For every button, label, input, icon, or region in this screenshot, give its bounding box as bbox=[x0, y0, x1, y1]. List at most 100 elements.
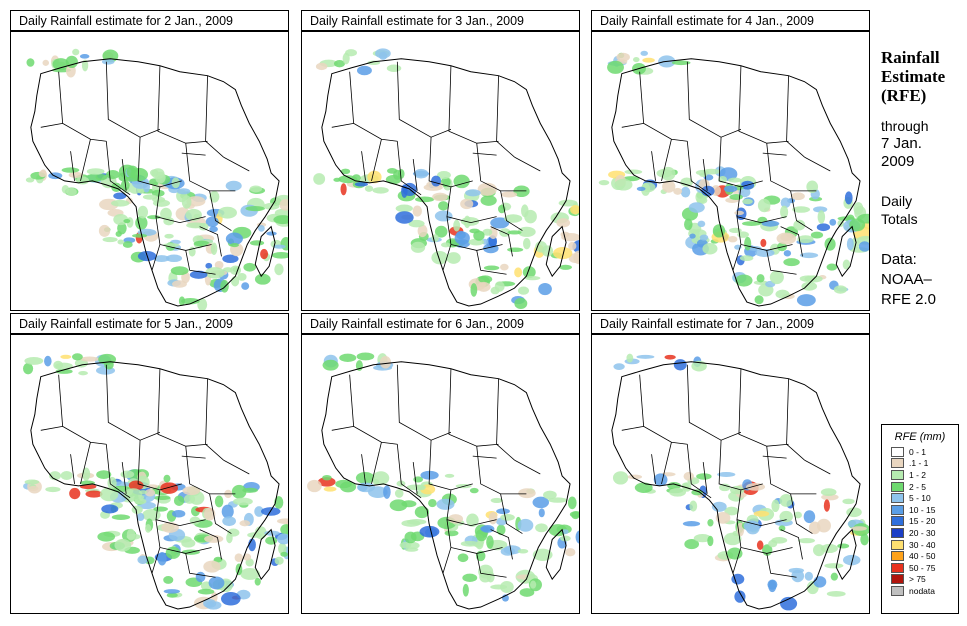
rain-cell bbox=[796, 294, 816, 307]
rain-cell bbox=[101, 58, 115, 65]
country-border bbox=[205, 378, 224, 461]
rain-cell bbox=[254, 273, 271, 285]
rain-cell bbox=[801, 281, 818, 291]
rain-cell bbox=[465, 189, 481, 197]
country-border bbox=[185, 250, 216, 275]
rain-cell bbox=[699, 172, 708, 178]
rain-cell bbox=[23, 363, 34, 375]
rain-cell bbox=[414, 196, 435, 203]
rainfall-field bbox=[307, 352, 579, 602]
rain-cell bbox=[209, 226, 218, 233]
rain-cell bbox=[788, 567, 805, 574]
country-border bbox=[736, 186, 787, 224]
africa-rainfall-map bbox=[10, 31, 289, 311]
rain-cell bbox=[145, 524, 152, 533]
rain-cell bbox=[317, 477, 336, 487]
country-border bbox=[70, 454, 75, 484]
rain-cell bbox=[641, 182, 656, 193]
country-border bbox=[514, 459, 541, 475]
rain-cell bbox=[496, 524, 506, 536]
rain-cell bbox=[170, 266, 189, 276]
legend-label: 40 - 50 bbox=[909, 551, 936, 562]
totals-line: Daily bbox=[881, 193, 913, 209]
panel-title: Daily Rainfall estimate for 4 Jan., 2009 bbox=[591, 10, 870, 31]
rain-cell bbox=[234, 553, 243, 562]
rain-cell bbox=[842, 259, 851, 270]
rain-cell bbox=[849, 218, 866, 232]
rain-cell bbox=[438, 201, 449, 211]
rain-cell bbox=[669, 487, 687, 497]
rain-cell bbox=[351, 174, 361, 182]
rain-cell bbox=[85, 490, 103, 498]
rain-cell bbox=[61, 167, 80, 173]
legend-item: 1 - 2 bbox=[882, 469, 958, 481]
rain-cell bbox=[153, 506, 168, 512]
rain-cell bbox=[462, 573, 478, 583]
rain-cell bbox=[166, 592, 178, 598]
rain-cell bbox=[697, 220, 706, 227]
rain-cell bbox=[323, 486, 337, 492]
rain-cell bbox=[804, 571, 814, 581]
rain-cell bbox=[538, 508, 545, 518]
country-border bbox=[209, 493, 232, 534]
rain-cell bbox=[254, 577, 261, 586]
rain-cell bbox=[753, 510, 770, 517]
totals-line: Totals bbox=[881, 211, 918, 227]
rain-cell bbox=[693, 533, 712, 543]
country-border bbox=[762, 152, 787, 156]
through-label: through bbox=[881, 118, 929, 134]
africa-coastline bbox=[611, 361, 861, 610]
rain-cell bbox=[640, 50, 648, 56]
rain-cell bbox=[826, 263, 838, 271]
rain-cell bbox=[204, 534, 224, 543]
rain-cell bbox=[494, 281, 505, 292]
rain-cell bbox=[142, 194, 158, 200]
country-border bbox=[476, 553, 507, 578]
rain-cell bbox=[806, 180, 819, 194]
legend-swatch bbox=[891, 504, 904, 515]
rain-cell bbox=[132, 233, 148, 238]
legend-item: 30 - 40 bbox=[882, 539, 958, 551]
product-title: Rainfall Estimate (RFE) bbox=[881, 48, 965, 105]
legend-label: 0 - 1 bbox=[909, 446, 927, 457]
rain-cell bbox=[66, 187, 77, 197]
africa-coastline bbox=[30, 361, 280, 610]
rain-cell bbox=[279, 198, 288, 211]
country-border bbox=[121, 159, 127, 191]
rain-cell bbox=[607, 60, 624, 74]
rain-cell bbox=[532, 548, 553, 561]
rain-cell bbox=[414, 506, 430, 519]
country-border bbox=[137, 137, 182, 188]
rain-cell bbox=[642, 57, 655, 63]
rain-cell bbox=[519, 588, 535, 597]
rain-cell bbox=[437, 171, 451, 180]
rain-cell bbox=[507, 247, 524, 253]
rain-cell bbox=[562, 529, 569, 535]
rain-cell bbox=[193, 240, 210, 247]
map-panel-jan-5: Daily Rainfall estimate for 5 Jan., 2009 bbox=[10, 313, 291, 615]
country-border bbox=[349, 71, 398, 142]
rain-cell bbox=[565, 548, 576, 557]
rain-cell bbox=[122, 241, 133, 248]
rain-cell bbox=[204, 507, 216, 521]
rain-cell bbox=[405, 541, 420, 550]
country-border bbox=[105, 61, 161, 138]
map-canvas bbox=[313, 48, 579, 310]
rain-cell bbox=[126, 533, 141, 540]
rain-cell bbox=[280, 524, 288, 535]
country-border bbox=[105, 141, 131, 196]
rain-cell bbox=[417, 224, 428, 238]
rain-cell bbox=[522, 266, 536, 279]
rain-cell bbox=[767, 579, 778, 590]
legend-item: 10 - 15 bbox=[882, 504, 958, 516]
rain-cell bbox=[136, 512, 145, 522]
rain-cell bbox=[273, 215, 288, 225]
rain-cell bbox=[431, 175, 441, 187]
country-border bbox=[185, 143, 236, 192]
rainfall-field bbox=[25, 48, 288, 310]
rain-cell bbox=[114, 538, 132, 552]
rain-cell bbox=[851, 526, 867, 531]
legend-swatch bbox=[891, 493, 904, 504]
rain-cell bbox=[742, 198, 753, 205]
